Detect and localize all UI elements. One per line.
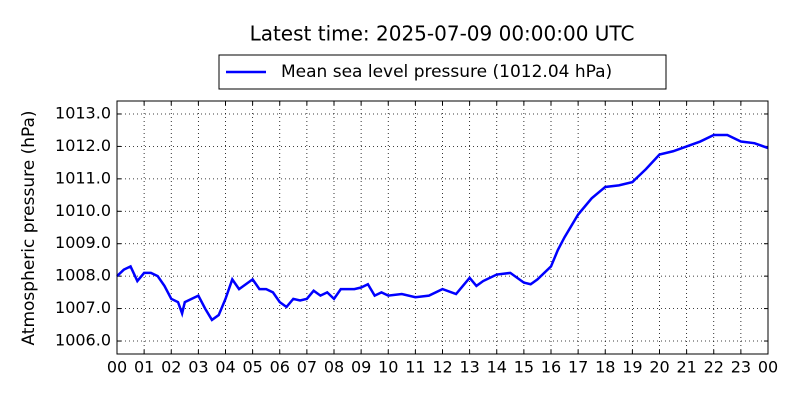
- x-tick-label: 16: [541, 358, 561, 377]
- x-tick-label: 09: [351, 358, 371, 377]
- x-tick-label: 21: [676, 358, 696, 377]
- legend-box: [218, 54, 667, 90]
- x-tick-label: 05: [242, 358, 262, 377]
- x-tick-label: 03: [188, 358, 208, 377]
- x-tick-label: 07: [297, 358, 317, 377]
- x-tick-label: 04: [215, 358, 235, 377]
- y-tick-label: 1011.0: [55, 168, 111, 187]
- x-tick-label: 11: [405, 358, 425, 377]
- chart-title: Latest time: 2025-07-09 00:00:00 UTC: [250, 22, 635, 46]
- y-axis-label: Atmospheric pressure (hPa): [19, 110, 39, 345]
- x-tick-label: 15: [514, 358, 534, 377]
- y-tick-label: 1012.0: [55, 136, 111, 155]
- x-tick-label: 20: [649, 358, 669, 377]
- y-tick-label: 1006.0: [55, 331, 111, 350]
- x-tick-label: 00: [107, 358, 127, 377]
- x-tick-label: 10: [378, 358, 398, 377]
- x-tick-label: 23: [731, 358, 751, 377]
- x-tick-label: 12: [432, 358, 452, 377]
- x-tick-label: 18: [595, 358, 615, 377]
- x-tick-label: 01: [134, 358, 154, 377]
- y-tick-label: 1008.0: [55, 266, 111, 285]
- x-tick-label: 22: [704, 358, 724, 377]
- x-tick-label: 06: [270, 358, 290, 377]
- y-tick-label: 1009.0: [55, 233, 111, 252]
- y-tick-label: 1013.0: [55, 103, 111, 122]
- x-tick-label: 19: [622, 358, 642, 377]
- x-tick-label: 00: [758, 358, 778, 377]
- y-tick-label: 1010.0: [55, 201, 111, 220]
- plot-frame: [116, 100, 769, 355]
- legend-label: Mean sea level pressure (1012.04 hPa): [281, 62, 612, 82]
- y-tick-label: 1007.0: [55, 298, 111, 317]
- x-tick-label: 02: [161, 358, 181, 377]
- x-tick-label: 13: [459, 358, 479, 377]
- data-line: [116, 133, 769, 322]
- x-tick-label: 17: [568, 358, 588, 377]
- x-tick-label: 08: [324, 358, 344, 377]
- x-tick-label: 14: [487, 358, 507, 377]
